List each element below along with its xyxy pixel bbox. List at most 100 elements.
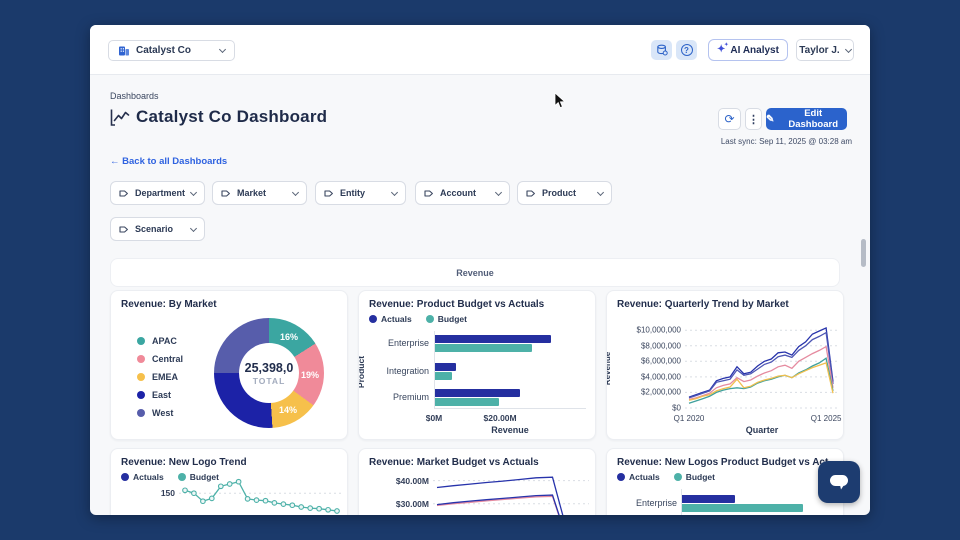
tag-icon [119,189,128,197]
x-axis-label: Quarter [745,425,779,435]
filter-product[interactable]: Product [517,181,612,205]
filter-label: Product [542,188,577,198]
sparkle-icon: ✦ [717,43,729,55]
bar-actuals [435,389,521,397]
bar-budget [682,504,804,512]
bar-budget [435,344,532,352]
tag-icon [424,189,433,197]
category-labels: Enterprise Integration Premium [386,338,429,402]
legend-label: Actuals [381,314,412,324]
ai-analyst-button[interactable]: ✦ AI Analyst [708,39,788,61]
legend-label: APAC [152,336,177,346]
bar-budget [435,398,499,406]
org-name: Catalyst Co [136,45,192,56]
chat-bubble-icon [830,475,848,490]
legend-dot [673,473,682,481]
y-axis-label: Product [358,355,367,389]
line-chart-svg [433,476,589,515]
kebab-icon: ⋮ [748,113,759,126]
bar-actuals [435,335,551,343]
chart-card-by-market: Revenue: By Market APAC Central EMEA Eas… [110,290,348,440]
more-options-button[interactable]: ⋮ [745,108,762,130]
page-title: Catalyst Co Dashboard [136,107,328,126]
chevron-down-icon [189,224,198,232]
data-source-button[interactable] [651,40,672,60]
help-icon: ? [680,44,693,56]
user-name: Taylor J. [799,44,840,56]
filter-department[interactable]: Department [110,181,205,205]
legend-label: Actuals [133,472,164,482]
chevron-down-icon [596,188,605,196]
legend: Actuals Budget [369,314,467,324]
org-building-icon [119,46,129,55]
back-link[interactable]: ← Back to all Dashboards [110,156,228,167]
ai-analyst-label: AI Analyst [730,44,779,56]
bar-actuals [682,495,735,503]
filter-label: Market [237,188,267,198]
legend: APAC Central EMEA East West [137,332,183,422]
edit-dashboard-button[interactable]: ✎ Edit Dashboard [766,108,847,130]
chevron-down-icon [844,45,852,53]
legend-label: Actuals [629,472,660,482]
x-axis-ticks: Q1 2020 Q1 2025 [673,414,842,423]
y-axis-ticks: $10,000,000 $8,000,000 $6,000,000 $4,000,00… [636,325,682,413]
y-axis-label: Revenue [606,351,613,386]
donut-center-value: 25,398,0 [244,360,294,375]
chart-title: Revenue: Product Budget vs Actuals [369,299,545,310]
app-window: Catalyst Co ? ✦ AI Analyst Taylor J. Das… [90,25,870,515]
user-menu[interactable]: Taylor J. [796,39,854,61]
filter-account[interactable]: Account [415,181,510,205]
legend: Actuals Budget [121,472,219,482]
section-header: Revenue [110,258,840,287]
filter-label: Scenario [135,224,174,234]
org-select[interactable]: Catalyst Co [108,40,235,61]
filter-entity[interactable]: Entity [315,181,406,205]
refresh-icon: ⟳ [724,112,735,126]
breadcrumb: Dashboards [110,91,159,101]
chart-card-new-logo-trend: Revenue: New Logo Trend Actuals Budget 1… [110,448,348,515]
bar-plot [434,331,586,409]
legend-label: Budget [685,472,715,482]
legend-dot [137,391,145,399]
legend: Actuals Budget [617,472,715,482]
filter-market[interactable]: Market [212,181,307,205]
chevron-down-icon [218,45,227,54]
tag-icon [221,189,230,197]
bar-actuals [435,363,457,371]
donut-total-label: TOTAL [252,375,286,386]
legend-dot [369,315,377,323]
slice-label: 19% [300,370,320,380]
chart-title: Revenue: Quarterly Trend by Market [617,299,789,310]
legend-dot [425,315,434,323]
help-button[interactable]: ? [676,40,697,60]
filter-label: Account [440,188,476,198]
category-labels: Enterprise [635,498,677,508]
legend-label: Budget [189,472,219,482]
legend-dot [177,473,186,481]
filter-label: Entity [340,188,366,198]
refresh-button[interactable]: ⟳ [718,108,741,130]
x-axis-label: Revenue [491,425,529,435]
data-source-icon [656,44,668,56]
legend-dot [121,473,129,481]
chart-card-product-budget: Revenue: Product Budget vs Actuals Actua… [358,290,596,440]
chevron-down-icon [390,188,399,196]
donut-chart: 16% 19% 14% 25,398,0 TOTAL [214,318,324,428]
legend-label: EMEA [152,372,179,382]
legend-label: East [152,390,172,400]
line-chart-svg [685,326,839,409]
chevron-down-icon [494,188,503,196]
chart-card-new-logos-product: Revenue: New Logos Product Budget vs Act… [606,448,844,515]
legend-dot [137,409,145,417]
chat-launcher[interactable] [818,461,860,503]
legend-label: Central [152,354,184,364]
chevron-down-icon [189,188,198,196]
tag-icon [324,189,333,197]
donut-center: 25,398,0 TOTAL [239,343,299,403]
legend-label: West [152,408,174,418]
scrollbar-thumb[interactable] [861,239,866,267]
filter-scenario[interactable]: Scenario [110,217,205,241]
chart-card-quarterly-trend: Revenue: Quarterly Trend by Market Reven… [606,290,844,440]
section-label: Revenue [456,267,494,278]
y-axis-ticks: $40.00M $30.00M [395,475,429,509]
